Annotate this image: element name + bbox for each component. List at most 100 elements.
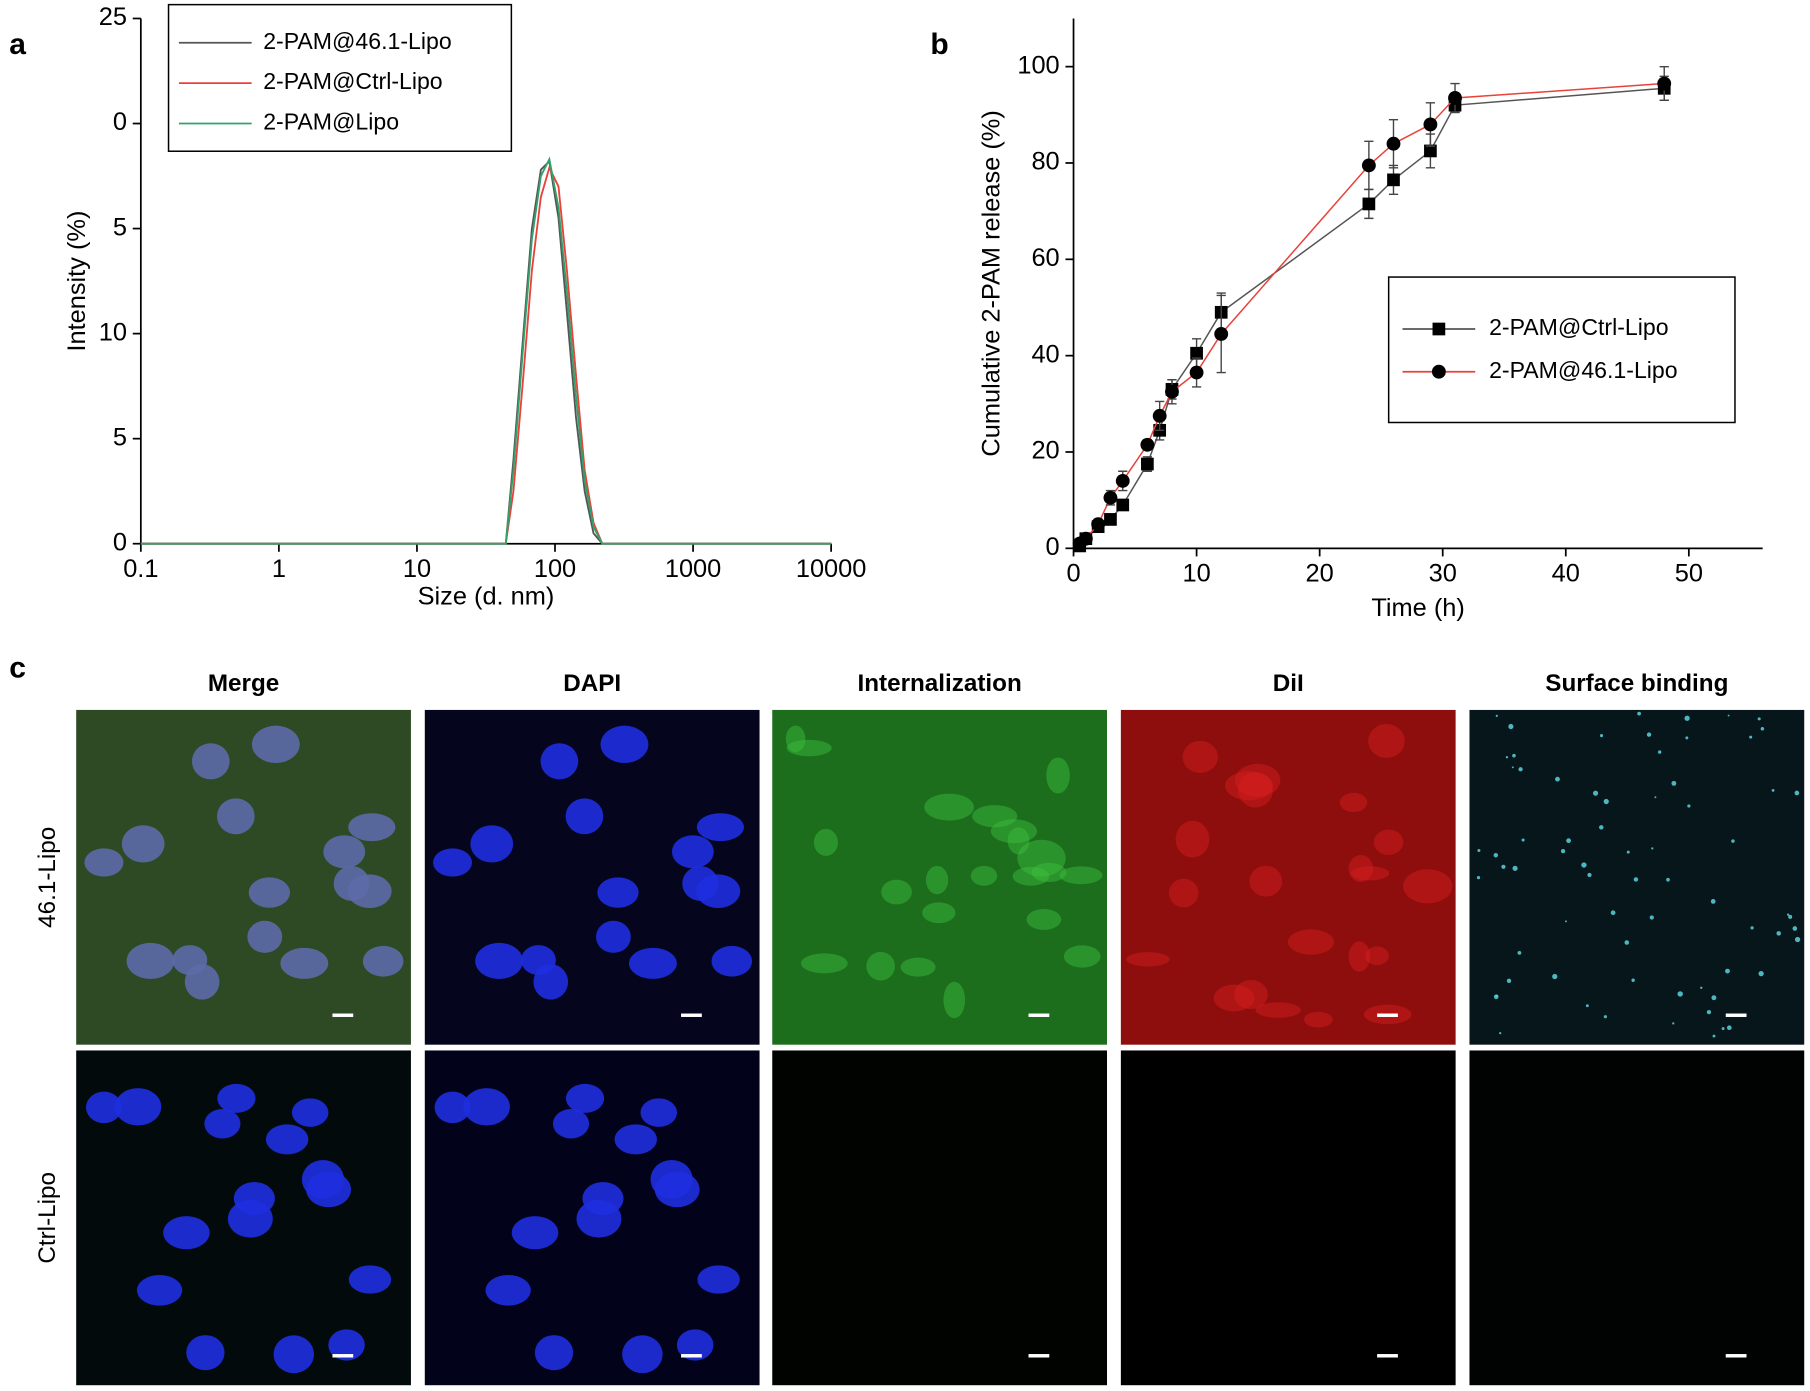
x-axis-label: Size (d. nm)	[418, 583, 555, 611]
y-axis-label: Intensity (%)	[63, 211, 91, 352]
speck	[1566, 838, 1571, 844]
legend-marker	[1431, 364, 1446, 379]
y-tick-label: 0	[1046, 533, 1060, 561]
speck	[1505, 756, 1509, 759]
x-axis-label: Time (h)	[1371, 594, 1465, 622]
scale-bar	[332, 1013, 354, 1017]
speck	[1757, 717, 1761, 721]
nucleus	[696, 874, 741, 908]
nucleus	[640, 1098, 678, 1127]
speck	[1712, 1034, 1716, 1038]
x-tick-label: 0	[1066, 560, 1080, 588]
speck	[1685, 736, 1689, 740]
texture	[1175, 820, 1210, 858]
marker	[1190, 346, 1203, 360]
texture	[1213, 984, 1255, 1012]
nucleus	[362, 945, 404, 977]
speck	[1518, 767, 1523, 772]
speck	[1493, 994, 1499, 1000]
marker	[1104, 513, 1117, 526]
nucleus	[301, 1159, 345, 1199]
speck	[1677, 991, 1683, 997]
speck	[1508, 723, 1514, 730]
micrograph	[772, 709, 1108, 1045]
x-tick-label: 10	[1182, 560, 1210, 588]
texture	[972, 805, 1018, 828]
texture	[900, 957, 936, 977]
speck	[1599, 734, 1604, 738]
speck	[1624, 940, 1630, 945]
nucleus	[565, 798, 604, 835]
speck	[1657, 750, 1662, 754]
nucleus	[136, 1275, 183, 1306]
speck	[1687, 804, 1691, 808]
texture	[1348, 941, 1371, 972]
nucleus	[328, 1329, 365, 1361]
nucleus	[671, 835, 714, 869]
nucleus	[348, 813, 396, 842]
column-title: Internalization	[857, 670, 1021, 697]
texture	[1237, 772, 1273, 808]
marker	[1115, 473, 1130, 488]
nucleus	[114, 1088, 162, 1126]
speck	[1725, 968, 1730, 974]
micrograph	[1469, 1050, 1805, 1386]
texture	[970, 865, 998, 886]
x-tick-label: 0.1	[123, 555, 158, 583]
texture	[1368, 723, 1405, 758]
marker	[1152, 408, 1167, 423]
speck	[1651, 847, 1654, 850]
speck	[1794, 790, 1800, 796]
texture	[1182, 740, 1218, 774]
speck	[1731, 839, 1735, 843]
nucleus	[121, 825, 165, 863]
speck	[1592, 790, 1599, 796]
speck	[1495, 714, 1498, 717]
nucleus	[434, 1091, 471, 1124]
nucleus	[470, 825, 514, 863]
texture	[1046, 757, 1070, 794]
micrograph	[772, 1050, 1108, 1386]
speck	[1585, 1004, 1589, 1008]
speck	[1603, 1015, 1607, 1019]
nucleus	[84, 848, 124, 877]
marker	[1214, 327, 1229, 341]
texture	[785, 725, 806, 753]
scale-bar	[1725, 1013, 1747, 1017]
speck	[1599, 825, 1604, 830]
speck	[1646, 732, 1652, 737]
speck	[1565, 920, 1567, 923]
speck	[1711, 995, 1717, 1001]
marker	[1189, 365, 1204, 380]
legend-marker	[1432, 322, 1446, 336]
panel-label: b	[930, 28, 948, 61]
speck	[1560, 848, 1566, 854]
nucleus	[597, 877, 639, 908]
nucleus	[463, 1088, 510, 1126]
series-line	[140, 159, 832, 545]
nucleus	[191, 743, 230, 780]
micrograph	[1469, 709, 1805, 1045]
speck	[1788, 914, 1793, 919]
speck	[1794, 936, 1801, 943]
speck	[1633, 877, 1639, 882]
series-line	[140, 165, 832, 545]
speck	[1552, 973, 1558, 980]
x-tick-label: 1	[272, 555, 286, 583]
texture	[1234, 979, 1268, 1010]
marker	[1423, 117, 1438, 132]
speck	[1521, 838, 1525, 842]
speck	[1706, 1010, 1712, 1015]
nucleus	[475, 942, 523, 980]
nucleus	[697, 1265, 740, 1294]
x-tick-label: 10	[403, 555, 431, 583]
speck	[1603, 798, 1609, 805]
texture	[881, 879, 912, 905]
panel-label: a	[9, 28, 26, 61]
speck	[1511, 766, 1514, 769]
speck	[1758, 971, 1764, 977]
nucleus	[251, 725, 300, 763]
y-tick-label: 60	[1031, 244, 1059, 272]
texture	[1031, 862, 1067, 883]
